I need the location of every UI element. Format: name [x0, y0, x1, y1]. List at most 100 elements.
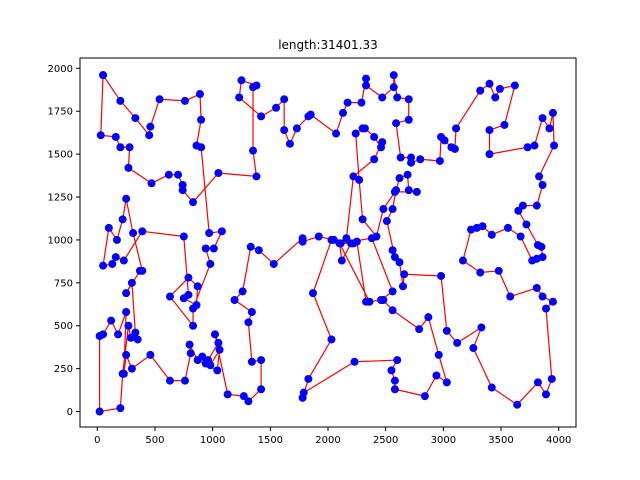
- city-point: [269, 259, 278, 268]
- city-point: [122, 289, 131, 298]
- city-point: [547, 374, 556, 383]
- city-point: [452, 124, 461, 133]
- city-point: [179, 294, 188, 303]
- city-point: [129, 229, 138, 238]
- city-point: [99, 261, 108, 270]
- city-point: [404, 186, 413, 195]
- city-point: [538, 292, 547, 301]
- city-point: [432, 371, 441, 380]
- city-point: [104, 223, 113, 232]
- city-point: [485, 126, 494, 135]
- city-point: [335, 239, 344, 248]
- city-point: [395, 258, 404, 267]
- city-point: [122, 194, 131, 203]
- city-point: [223, 390, 232, 399]
- y-axis: 0 250 500 750 1000 1250 1500 1750 2000: [48, 64, 80, 418]
- city-point: [530, 141, 539, 150]
- city-point: [500, 120, 509, 129]
- city-point: [388, 306, 397, 315]
- city-point: [403, 170, 412, 179]
- city-point: [389, 71, 398, 80]
- city-point: [114, 330, 123, 339]
- city-point: [382, 217, 391, 226]
- city-point: [292, 124, 301, 133]
- city-point: [388, 205, 397, 214]
- city-point: [390, 253, 399, 262]
- city-point: [189, 304, 198, 313]
- city-point: [548, 297, 557, 306]
- city-point: [392, 119, 401, 128]
- city-point: [189, 321, 198, 330]
- city-point: [127, 364, 136, 373]
- x-tick-label: 500: [145, 435, 164, 446]
- city-point: [390, 376, 399, 385]
- city-point: [337, 256, 346, 265]
- city-point: [299, 388, 308, 397]
- city-point: [95, 332, 104, 341]
- x-tick-label: 3000: [431, 435, 456, 446]
- city-point: [542, 304, 551, 313]
- city-point: [506, 292, 515, 301]
- city-point: [298, 234, 307, 243]
- chart-title: length:31401.33: [278, 38, 378, 52]
- city-point: [118, 369, 127, 378]
- city-point: [126, 333, 135, 342]
- x-tick-label: 3500: [488, 435, 513, 446]
- city-point: [257, 112, 266, 121]
- city-point: [412, 187, 421, 196]
- city-point: [358, 215, 367, 224]
- city-point: [510, 81, 519, 90]
- city-point: [192, 141, 201, 150]
- city-point: [217, 227, 226, 236]
- city-point: [400, 270, 409, 279]
- y-tick-label: 250: [54, 364, 73, 375]
- city-point: [349, 172, 358, 181]
- city-point: [389, 83, 398, 92]
- city-point: [398, 282, 407, 291]
- city-point: [195, 90, 204, 99]
- city-point: [285, 139, 294, 148]
- city-point: [193, 282, 202, 291]
- city-point: [532, 201, 541, 210]
- city-point: [116, 404, 125, 413]
- city-point: [437, 271, 446, 280]
- city-point: [329, 235, 338, 244]
- city-point: [213, 366, 222, 375]
- city-point: [538, 114, 547, 123]
- city-point: [370, 155, 379, 164]
- y-tick-label: 1750: [48, 107, 73, 118]
- city-point: [246, 242, 255, 251]
- city-point: [131, 114, 140, 123]
- city-point: [309, 289, 317, 298]
- city-point: [535, 172, 544, 181]
- city-point: [327, 335, 336, 344]
- city-point: [362, 297, 371, 306]
- city-point: [252, 81, 261, 90]
- city-point: [184, 273, 193, 282]
- city-point: [352, 237, 361, 246]
- city-point: [230, 296, 239, 304]
- city-point: [235, 93, 244, 102]
- city-point: [280, 126, 289, 135]
- city-point: [503, 223, 512, 232]
- x-tick-label: 1500: [258, 435, 283, 446]
- city-point: [532, 283, 541, 292]
- city-point: [146, 350, 155, 359]
- city-point: [145, 131, 154, 140]
- city-point: [491, 93, 500, 102]
- city-point: [99, 71, 108, 80]
- city-point: [342, 234, 351, 243]
- city-point: [124, 163, 133, 172]
- city-point: [485, 150, 494, 159]
- city-point: [476, 268, 485, 277]
- y-tick-label: 1000: [48, 235, 73, 246]
- x-axis: 0 500 1000 1500 2000 2500 3000 3500 4000: [94, 427, 571, 446]
- city-point: [379, 296, 388, 304]
- city-point: [155, 95, 164, 104]
- city-point: [272, 103, 281, 112]
- city-point: [370, 132, 379, 141]
- city-point: [362, 81, 371, 90]
- city-point: [339, 108, 347, 117]
- x-tick-label: 1000: [200, 435, 225, 446]
- city-point: [362, 74, 371, 83]
